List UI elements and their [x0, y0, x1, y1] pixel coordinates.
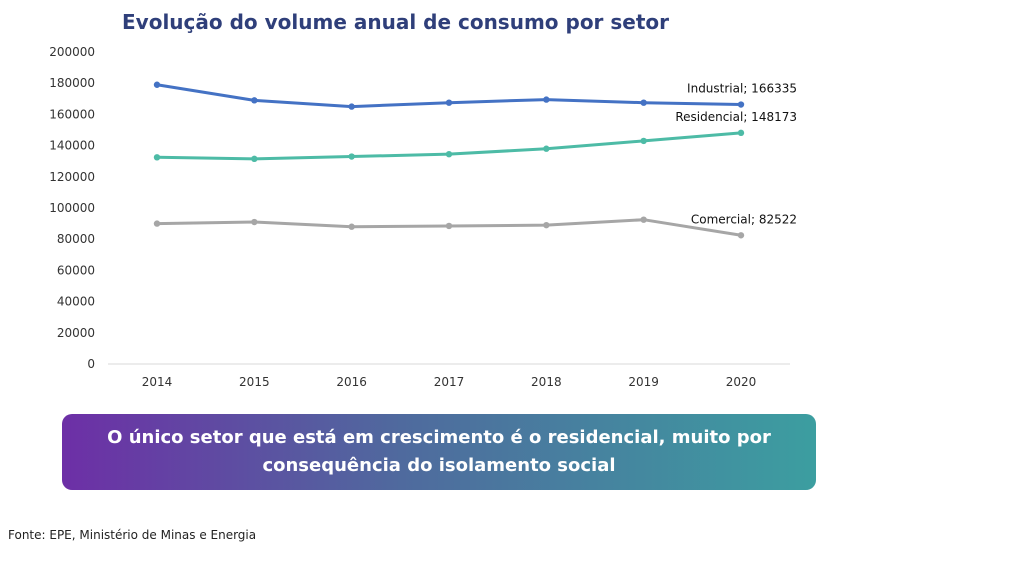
end-label-industrial: Industrial; 166335 [687, 82, 797, 96]
data-point-residencial [737, 129, 745, 137]
y-tick-label: 80000 [57, 232, 95, 246]
data-point-industrial [543, 96, 550, 103]
chart-title: Evolução do volume anual de consumo por … [122, 10, 670, 34]
data-point-residencial [445, 150, 453, 158]
data-point-comercial [640, 216, 647, 223]
x-tick-label: 2016 [336, 375, 367, 389]
y-tick-label: 20000 [57, 326, 95, 340]
end-label-comercial: Comercial; 82522 [691, 212, 797, 226]
data-point-comercial [737, 232, 745, 239]
line-chart: 0 20000 40000 60000 80000 100000 120000 140000 1… [49, 45, 797, 389]
data-point-comercial [251, 218, 258, 226]
data-point-comercial [348, 223, 355, 230]
source-note: Fonte: EPE, Ministério de Minas e Energi… [8, 528, 257, 542]
x-tick-label: 2019 [628, 375, 659, 389]
y-tick-label: 160000 [49, 107, 95, 121]
data-point-residencial [543, 145, 550, 152]
callout-banner: O único setor que está em crescimento é … [62, 414, 816, 490]
y-tick-label: 140000 [49, 139, 95, 153]
end-label-residencial: Residencial; 148173 [675, 110, 797, 124]
data-point-industrial [251, 97, 258, 104]
x-tick-label: 2020 [726, 375, 757, 389]
data-point-industrial [153, 81, 161, 88]
data-point-industrial [640, 99, 647, 106]
data-point-industrial [445, 99, 453, 106]
x-tick-label: 2015 [239, 375, 270, 389]
data-point-comercial [153, 220, 161, 227]
data-point-residencial [640, 137, 647, 145]
data-point-comercial [543, 221, 550, 229]
x-tick-label: 2017 [434, 375, 465, 389]
y-tick-label: 180000 [49, 76, 95, 90]
y-tick-label: 120000 [49, 170, 95, 184]
x-tick-label: 2014 [142, 375, 173, 389]
y-tick-label: 60000 [57, 263, 95, 277]
y-tick-label: 100000 [49, 201, 95, 215]
data-point-comercial [445, 222, 453, 230]
data-point-residencial [153, 154, 161, 161]
data-point-residencial [348, 153, 355, 160]
callout-text: O único setor que está em crescimento é … [107, 427, 771, 476]
y-tick-label: 0 [87, 357, 95, 371]
y-tick-label: 200000 [49, 45, 95, 59]
y-tick-label: 40000 [57, 295, 95, 309]
data-point-industrial [737, 101, 745, 108]
data-point-industrial [348, 103, 355, 110]
x-tick-label: 2018 [531, 375, 562, 389]
data-point-residencial [251, 155, 258, 163]
